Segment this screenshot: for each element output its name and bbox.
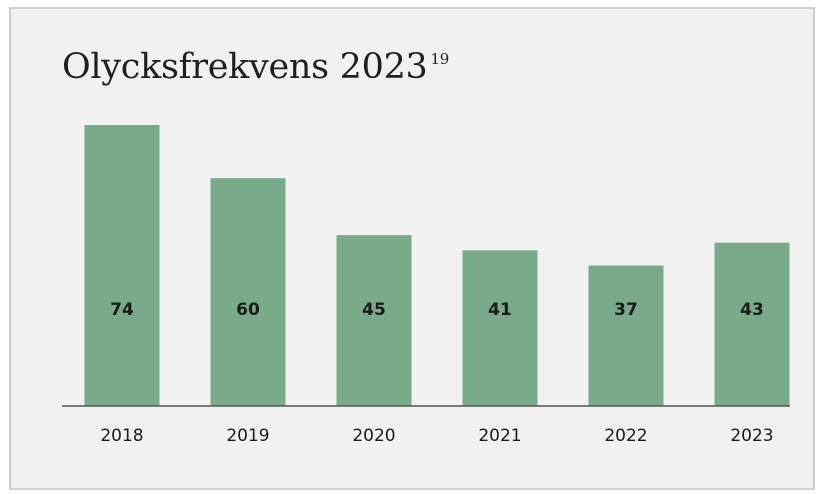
bar-value-label-2018: 74 — [110, 300, 134, 320]
title-footnote: 19 — [430, 50, 450, 68]
x-tick-label-2019: 2019 — [226, 426, 269, 446]
x-axis-ticks: 2018 2019 2020 2021 2022 2023 — [100, 426, 773, 446]
bar-value-label-2020: 45 — [362, 300, 386, 320]
bar-2023 — [714, 242, 790, 406]
chart-title-text: Olycksfrekvens 2023 — [62, 47, 428, 87]
x-tick-label-2020: 2020 — [352, 426, 395, 446]
bars-group: 74 60 45 41 37 43 — [84, 125, 790, 406]
bar-value-label-2023: 43 — [740, 300, 764, 320]
x-tick-label-2022: 2022 — [604, 426, 647, 446]
bar-value-label-2019: 60 — [236, 300, 260, 320]
x-tick-label-2018: 2018 — [100, 426, 143, 446]
bar-2018 — [84, 125, 160, 406]
x-tick-label-2023: 2023 — [730, 426, 773, 446]
bar-2020 — [336, 235, 412, 406]
bar-value-label-2022: 37 — [614, 300, 638, 320]
chart-title: Olycksfrekvens 2023 19 — [62, 50, 449, 85]
bar-2021 — [462, 250, 538, 406]
bar-2019 — [210, 178, 286, 406]
x-tick-label-2021: 2021 — [478, 426, 521, 446]
bar-2022 — [588, 265, 664, 406]
bar-value-label-2021: 41 — [488, 300, 512, 320]
